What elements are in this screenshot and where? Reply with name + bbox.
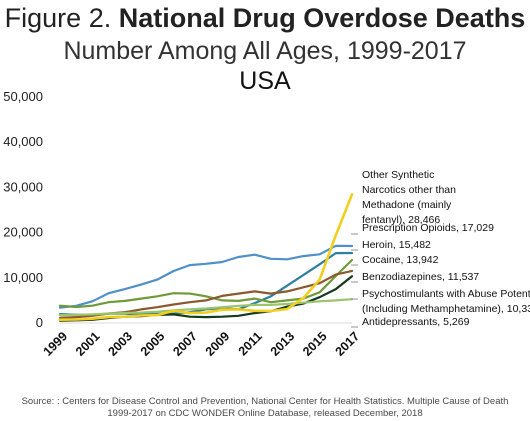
series-end-label: Antidepressants, 5,269 (362, 316, 470, 328)
series-end-label: Psychostimulants with Abuse Potential (362, 288, 530, 300)
series-end-label: Narcotics other than (362, 184, 456, 196)
x-tick-label: 1999 (41, 329, 71, 359)
x-tick-label: 2001 (73, 329, 103, 359)
chart-title: Figure 2. National Drug Overdose Deaths (0, 2, 530, 34)
source-note: Source: : Centers for Disease Control an… (21, 396, 509, 419)
series-end-label: Methadone (mainly (362, 199, 452, 211)
title-main: National Drug Overdose Deaths (118, 3, 526, 33)
y-tick-label: 40,000 (3, 134, 43, 149)
chart-subtitle: Number Among All Ages, 1999-2017 (63, 37, 467, 65)
series-end-label: Other Synthetic (362, 169, 434, 181)
y-tick-label: 30,000 (3, 179, 43, 194)
series-line (58, 193, 354, 322)
series-end-label: Benzodiazepines, 11,537 (362, 271, 479, 283)
series-end-label: (Including Methamphetamine), 10,333 (362, 303, 530, 315)
series-end-label: fentanyl), 28,466 (362, 214, 440, 226)
x-tick-label: 2007 (170, 329, 200, 359)
series-end-label: Cocaine, 13,942 (362, 254, 439, 266)
x-tick-label: 2013 (268, 329, 298, 359)
x-tick-label: 2003 (105, 329, 135, 359)
series-line (58, 244, 354, 309)
x-tick-label: 2015 (300, 329, 330, 359)
figure-number: Figure 2. (4, 3, 119, 33)
y-tick-label: 10,000 (3, 270, 43, 285)
x-tick-label: 2011 (236, 329, 265, 358)
series-line (58, 298, 354, 317)
chart-region: USA (239, 67, 291, 95)
y-tick-label: 50,000 (3, 89, 43, 104)
x-tick-label: 2009 (203, 329, 233, 359)
y-tick-label: 20,000 (3, 225, 43, 240)
y-tick-label: 0 (36, 315, 43, 330)
x-tick-label: 2005 (138, 329, 168, 359)
series-end-label: Heroin, 15,482 (362, 239, 431, 251)
series-line (58, 251, 354, 317)
series-end-label: Prescription Opioids, 17,029 (362, 222, 494, 234)
x-tick-label: 2017 (333, 329, 363, 359)
